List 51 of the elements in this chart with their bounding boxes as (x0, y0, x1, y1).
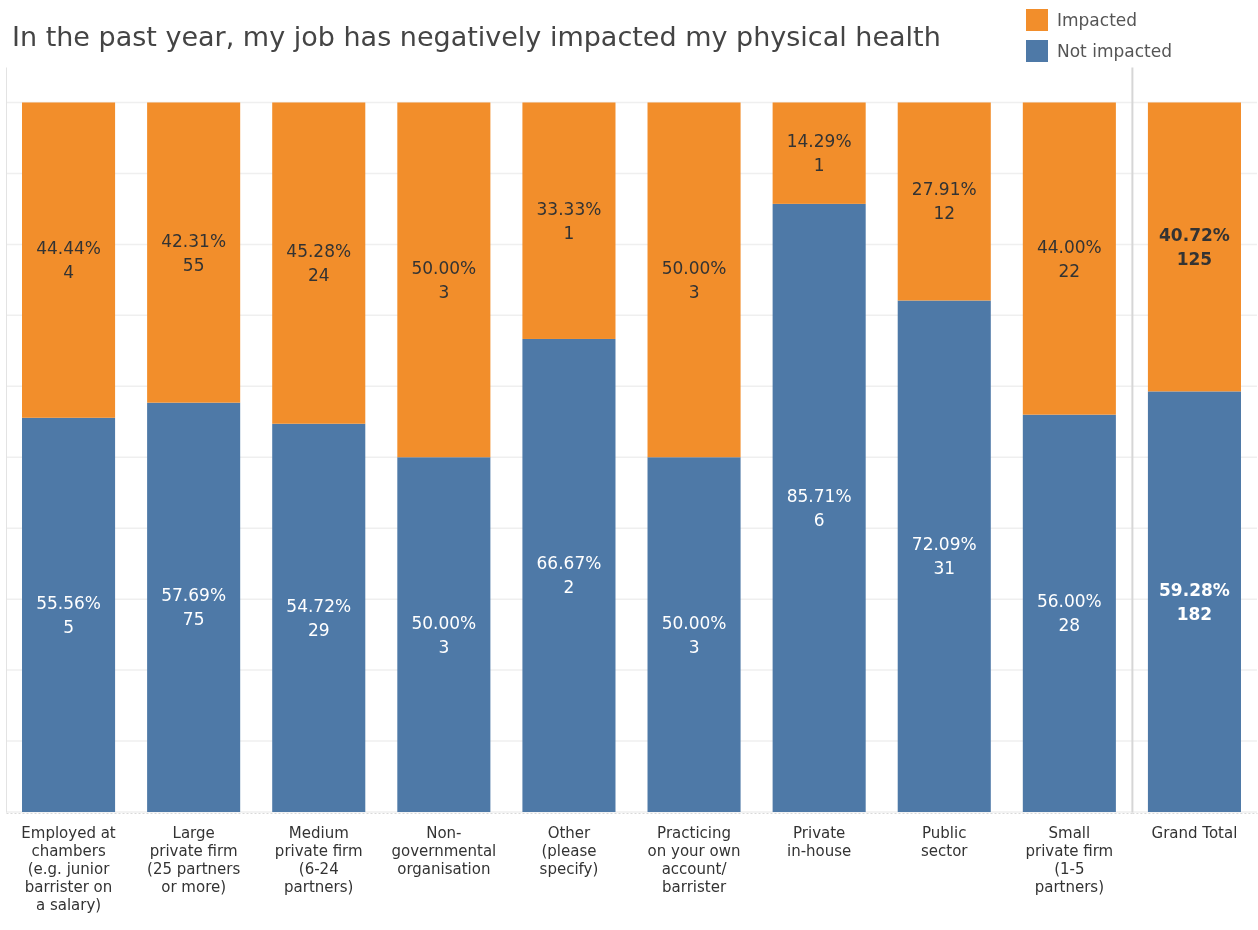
data-label: 56.00% 28 (1036, 591, 1102, 636)
bar (397, 102, 491, 458)
data-label: 50.00% 3 (661, 257, 727, 302)
bar (1022, 102, 1116, 415)
data-label: 54.72% 29 (286, 595, 352, 640)
data-label: 42.31% 55 (161, 230, 227, 275)
x-tick-label: Small private firm (1-5 partners) (1025, 824, 1114, 896)
bar (147, 102, 241, 403)
x-tick-label: Large private firm (25 partners or more) (147, 824, 241, 896)
data-label: 55.56% 5 (36, 592, 101, 637)
data-label: 50.00% 3 (661, 612, 727, 657)
legend-label: Not impacted (1057, 41, 1172, 61)
bar (22, 102, 116, 418)
x-tick-label: Non-governmental organisation (391, 824, 497, 878)
bar (897, 102, 991, 301)
data-label: 27.91% 12 (911, 179, 977, 224)
data-label: 14.29% 1 (786, 131, 852, 176)
x-tick-label: Public sector (920, 824, 969, 860)
bar (772, 203, 866, 812)
data-label: 72.09% 31 (911, 534, 977, 579)
legend-label: Impacted (1057, 10, 1138, 30)
bar (147, 402, 241, 812)
data-label: 44.44% 4 (36, 238, 101, 283)
data-label: 33.33% 1 (536, 198, 602, 243)
data-label: 50.00% 3 (411, 257, 477, 302)
bar (272, 423, 366, 812)
x-tick-label: Medium private firm (6-24 partners) (274, 824, 363, 896)
x-tick-label: Employed at chambers (e.g. junior barrister on a salary) (21, 824, 116, 914)
x-tick-label: Other (please specify) (539, 824, 599, 878)
data-label: 66.67% 2 (536, 553, 602, 598)
data-label: 57.69% 75 (161, 585, 227, 630)
data-label: 40.72% 125 (1159, 224, 1230, 269)
bar (397, 457, 491, 812)
bar (1022, 414, 1116, 812)
bar (522, 102, 616, 339)
bar (522, 338, 616, 812)
bar (897, 300, 991, 812)
data-label: 59.28% 182 (1159, 579, 1230, 624)
bar (272, 102, 366, 424)
bar (22, 417, 116, 812)
data-label: 50.00% 3 (411, 612, 477, 657)
chart-title: In the past year, my job has negatively impacted my physical health (12, 21, 941, 52)
x-tick-label: Practicing on your own account/barrister (647, 824, 741, 896)
data-label: 44.00% 22 (1036, 236, 1102, 281)
data-label: 45.28% 24 (286, 241, 352, 286)
bar (772, 102, 866, 204)
bar (647, 457, 741, 812)
data-label: 85.71% 6 (786, 485, 852, 530)
bar (647, 102, 741, 458)
x-tick-label: Grand Total (1151, 824, 1238, 842)
x-tick-label: Private in-house (786, 824, 852, 860)
